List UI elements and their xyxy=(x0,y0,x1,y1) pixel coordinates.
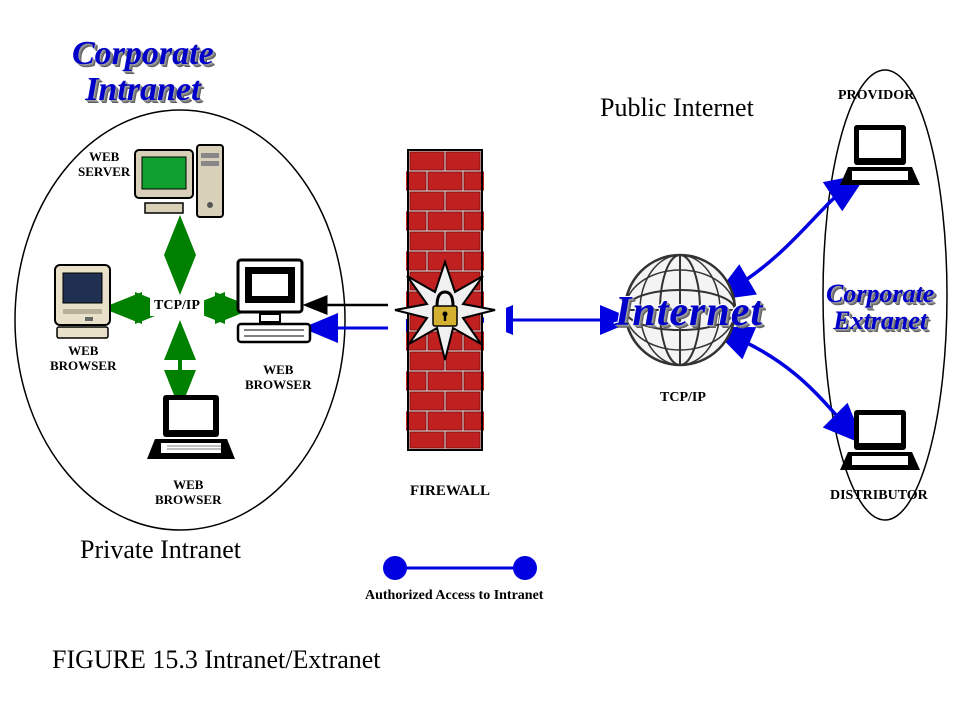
figure-caption: FIGURE 15.3 Intranet/Extranet xyxy=(52,645,381,675)
diagram-canvas: Corporate Intranet Public Internet PROVI… xyxy=(0,0,959,719)
web-browser-left-icon xyxy=(55,265,110,338)
svg-layer xyxy=(0,0,959,719)
label-web-browser-right: WEBBROWSER xyxy=(245,363,311,393)
label-web-browser-bottom: WEBBROWSER xyxy=(155,478,221,508)
label-distributor: DISTRIBUTOR xyxy=(830,488,928,504)
label-tcpip-intranet: TCP/IP xyxy=(150,296,204,316)
title-ce-line2: Extranet xyxy=(833,306,927,335)
providor-icon xyxy=(840,125,920,185)
distributor-icon xyxy=(840,410,920,470)
web-browser-bottom-icon xyxy=(147,395,235,459)
title-ci-line2: Intranet xyxy=(85,71,200,108)
arrow-blue-providor xyxy=(730,185,850,290)
title-internet: Internet xyxy=(615,290,763,334)
title-ce-line1: Corporate xyxy=(826,279,934,308)
label-providor: PROVIDOR xyxy=(838,88,914,104)
label-public-internet: Public Internet xyxy=(600,93,754,123)
label-private-intranet: Private Intranet xyxy=(80,535,241,565)
label-web-browser-left: WEBBROWSER xyxy=(50,344,116,374)
title-corporate-extranet: Corporate Extranet xyxy=(826,280,934,335)
firewall-icon xyxy=(388,146,506,454)
web-browser-right-icon xyxy=(238,260,310,342)
title-corporate-intranet: Corporate Intranet xyxy=(72,36,214,107)
label-legend: Authorized Access to Intranet xyxy=(365,588,543,604)
label-web-server: WEBSERVER xyxy=(78,150,130,180)
web-server-icon xyxy=(135,145,223,217)
title-ci-line1: Corporate xyxy=(72,35,214,72)
label-firewall: FIREWALL xyxy=(410,483,490,500)
label-tcpip-internet: TCP/IP xyxy=(660,390,706,406)
